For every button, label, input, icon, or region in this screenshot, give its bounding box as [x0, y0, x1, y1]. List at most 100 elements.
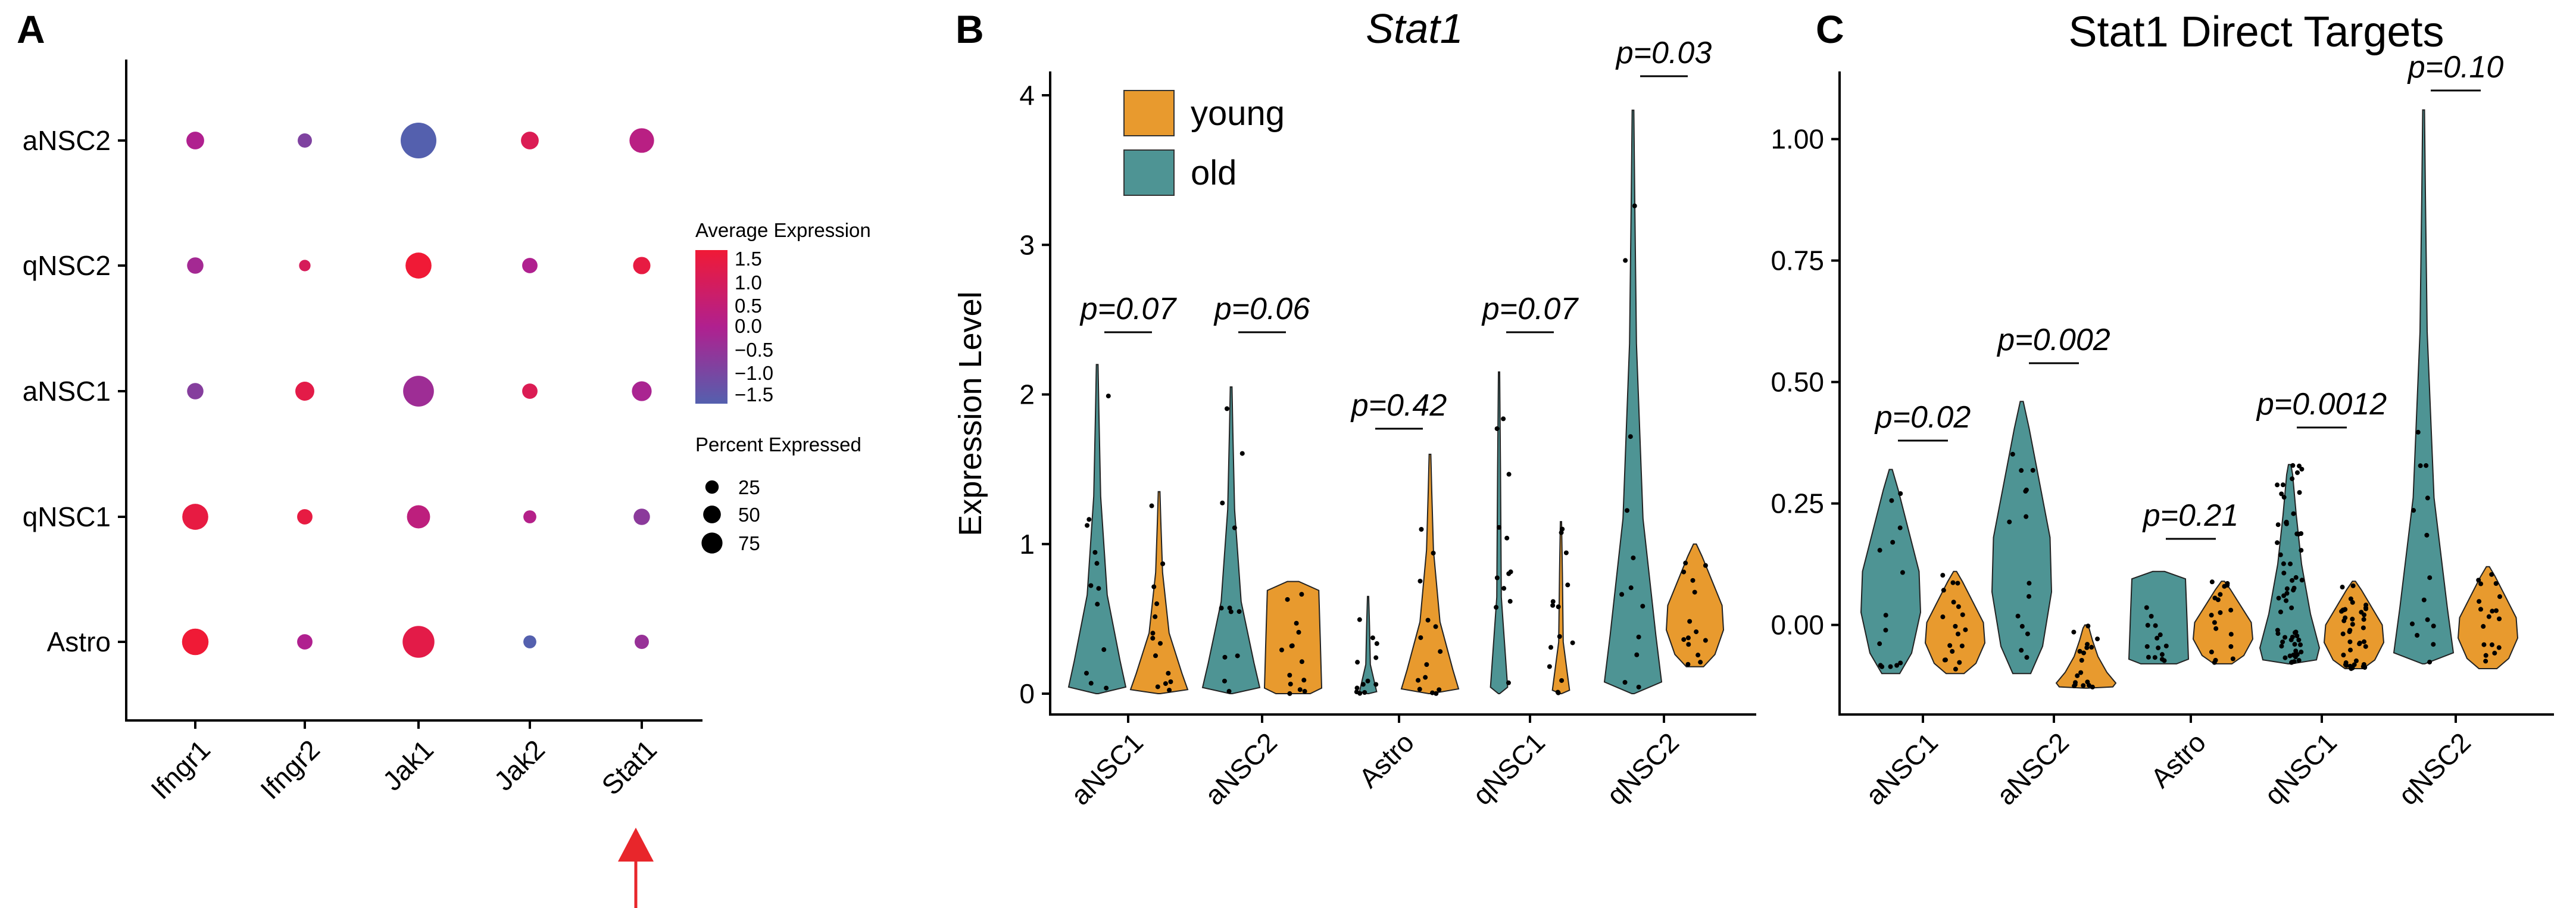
data-point — [2291, 588, 2296, 593]
p-value-qnsc2: p=0.10 — [2407, 50, 2504, 85]
data-point — [1623, 258, 1628, 263]
dot-ansc1-ifngr2 — [295, 382, 314, 401]
data-point — [1950, 648, 1955, 654]
data-point — [2294, 634, 2300, 639]
data-point — [2347, 639, 2353, 644]
data-point — [1956, 604, 1961, 609]
data-point — [2095, 636, 2100, 642]
data-point — [2486, 614, 2491, 619]
data-point — [1877, 641, 1882, 647]
y-tick-label: 0 — [1019, 678, 1035, 709]
dot-qnsc2-jak2 — [522, 258, 538, 273]
data-point — [2275, 628, 2280, 633]
data-point — [2081, 650, 2087, 656]
x-tick-astro: Astro — [1353, 726, 1420, 794]
data-point — [1417, 687, 1422, 692]
data-point — [1425, 617, 1431, 623]
data-point — [2291, 511, 2296, 516]
data-point — [2077, 648, 2082, 654]
data-point — [1947, 643, 1953, 648]
data-point — [1559, 530, 1564, 535]
x-tick-jak2: Jak2 — [488, 734, 551, 796]
data-point — [2363, 644, 2368, 649]
y-tick-label: 0.25 — [1771, 488, 1824, 519]
data-point — [2350, 665, 2355, 670]
data-point — [1287, 673, 1292, 678]
data-point — [2275, 522, 2281, 528]
chart-c-title: Stat1 Direct Targets — [2069, 8, 2444, 56]
data-point — [2299, 650, 2304, 655]
data-point — [2212, 620, 2217, 625]
data-point — [2409, 621, 2415, 626]
data-point — [1226, 689, 1232, 694]
data-point — [1431, 550, 1436, 556]
dot-qnsc1-jak2 — [523, 510, 536, 523]
dot-ansc1-jak2 — [522, 383, 538, 399]
data-point — [2213, 657, 2218, 663]
data-point — [2421, 597, 2427, 603]
data-point — [1507, 598, 1513, 604]
data-point — [2156, 645, 2161, 651]
dot-astro-jak2 — [523, 635, 536, 648]
data-point — [2159, 652, 2165, 657]
data-point — [1941, 588, 1946, 593]
data-point — [1373, 682, 1379, 687]
data-point — [1094, 561, 1100, 566]
data-point — [1687, 619, 1693, 624]
x-tick-qnsc1: qNSC1 — [1466, 726, 1551, 811]
data-point — [1703, 638, 1708, 643]
data-point — [1416, 678, 1421, 683]
data-point — [1504, 535, 1510, 541]
dot-qnsc2-ifngr1 — [187, 257, 204, 274]
dot-ansc2-stat1 — [629, 128, 654, 153]
data-point — [2010, 451, 2015, 457]
data-point — [2348, 596, 2353, 601]
data-point — [2283, 635, 2288, 640]
data-point — [2222, 584, 2227, 589]
data-point — [1959, 643, 1965, 648]
data-point — [1301, 678, 1307, 683]
data-point — [2225, 581, 2230, 586]
data-point — [1550, 599, 1556, 604]
violin-old-qnsc2 — [2393, 109, 2455, 664]
data-point — [2288, 561, 2293, 567]
data-point — [2152, 655, 2157, 660]
data-point — [2007, 519, 2012, 525]
x-tick-jak1: Jak1 — [377, 734, 439, 796]
data-point — [1698, 660, 1703, 665]
data-point — [2359, 610, 2364, 615]
data-point — [2424, 532, 2430, 538]
data-point — [2213, 626, 2219, 631]
data-point — [2350, 600, 2355, 605]
data-point — [2425, 617, 2430, 622]
y-tick-label: 2 — [1019, 379, 1035, 410]
data-point — [1355, 660, 1360, 665]
stat1-arrow — [618, 828, 654, 908]
data-point — [2299, 531, 2304, 536]
data-point — [2281, 561, 2286, 566]
data-point — [1088, 681, 1094, 686]
data-point — [2343, 615, 2348, 620]
x-tick-ansc2: aNSC2 — [1198, 726, 1283, 811]
data-point — [2215, 597, 2221, 603]
data-point — [1279, 647, 1284, 653]
violin-old-ansc1 — [1860, 469, 1922, 675]
y-tick-qnsc1: qNSC1 — [23, 501, 111, 532]
p-value-qnsc1: p=0.0012 — [2256, 387, 2387, 422]
data-point — [2478, 607, 2483, 612]
data-point — [2280, 482, 2285, 488]
data-point — [2073, 680, 2078, 685]
data-point — [1154, 601, 1160, 607]
data-point — [2363, 606, 2369, 611]
data-point — [1557, 634, 1562, 639]
data-point — [2278, 609, 2283, 614]
data-point — [2293, 648, 2299, 654]
data-point — [2075, 673, 2080, 678]
color-legend-tick: −1.0 — [735, 362, 773, 384]
violin-young-qnsc2 — [1665, 543, 1725, 667]
dot-qnsc2-stat1 — [633, 257, 651, 274]
data-point — [1559, 678, 1565, 683]
color-legend-tick: −0.5 — [735, 339, 773, 361]
x-tick-ansc2: aNSC2 — [1990, 726, 2075, 811]
data-point — [2023, 489, 2028, 494]
